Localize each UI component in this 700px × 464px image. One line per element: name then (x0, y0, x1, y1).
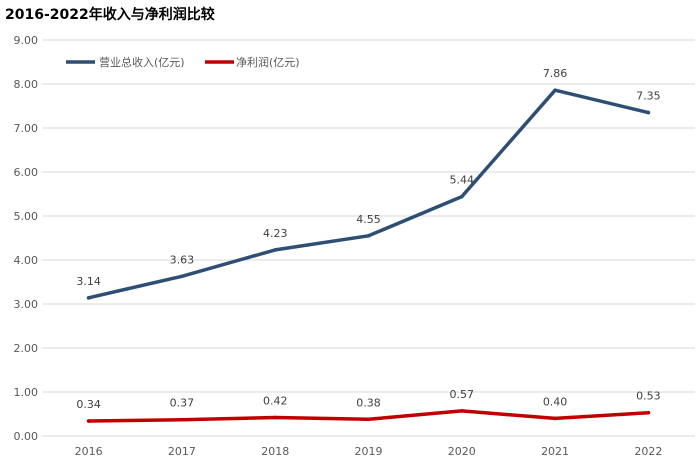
data-label-revenue: 4.23 (263, 227, 288, 240)
x-tick-label: 2017 (168, 445, 196, 458)
y-tick-label: 9.00 (14, 34, 39, 47)
data-point-net-profit (273, 415, 278, 420)
x-axis-ticks: 2016 2017 2018 2019 2020 2021 2022 (75, 445, 663, 458)
data-label-revenue: 7.86 (543, 67, 568, 80)
x-tick-label: 2022 (634, 445, 662, 458)
data-label-net-profit: 0.57 (450, 388, 475, 401)
data-point-net-profit (553, 416, 557, 421)
data-point-revenue (459, 194, 464, 199)
data-point-net-profit (180, 417, 184, 422)
data-label-net-profit: 0.53 (636, 390, 661, 403)
y-tick-label: 1.00 (14, 386, 39, 399)
data-point-revenue (646, 110, 651, 115)
data-label-net-profit: 0.37 (170, 397, 195, 410)
y-tick-label: 4.00 (14, 254, 39, 267)
y-tick-label: 8.00 (14, 78, 39, 91)
data-label-revenue: 3.63 (170, 253, 195, 266)
data-label-revenue: 4.55 (356, 213, 381, 226)
grid (42, 39, 695, 437)
data-label-revenue: 3.14 (76, 275, 101, 288)
legend: 营业总收入(亿元) 净利润(亿元) (66, 55, 300, 69)
data-point-revenue (366, 234, 371, 238)
x-tick-label: 2019 (355, 445, 383, 458)
x-tick-label: 2021 (541, 445, 569, 458)
data-point-revenue (86, 296, 91, 300)
data-label-net-profit: 0.34 (76, 398, 101, 411)
x-tick-label: 2016 (75, 445, 103, 458)
y-tick-label: 6.00 (14, 166, 39, 179)
data-labels: 3.14 3.63 4.23 4.55 5.44 7.86 7.35 0.34 0.37 0.42… (76, 67, 660, 411)
y-tick-label: 2.00 (14, 342, 39, 355)
series-lines (86, 88, 651, 423)
y-axis-ticks: 0.00 1.00 2.00 3.00 4.00 5.00 6.00 7.00 8.00 9.00 (14, 34, 39, 443)
data-point-net-profit (86, 419, 91, 423)
data-point-revenue (273, 248, 278, 252)
data-point-net-profit (366, 417, 371, 422)
y-tick-label: 7.00 (14, 122, 39, 135)
data-point-net-profit (459, 409, 464, 413)
data-label-revenue: 7.35 (636, 90, 661, 103)
chart-title: 2016-2022年收入与净利润比较 (5, 6, 215, 23)
data-point-revenue (553, 88, 557, 92)
data-label-net-profit: 0.38 (356, 396, 381, 409)
y-tick-label: 0.00 (14, 430, 39, 443)
series-line-revenue (86, 88, 651, 300)
data-label-revenue: 5.44 (450, 174, 475, 187)
legend-label-net-profit: 净利润(亿元) (236, 55, 300, 69)
data-point-net-profit (646, 410, 651, 415)
data-label-net-profit: 0.42 (263, 395, 288, 408)
data-label-net-profit: 0.40 (543, 395, 568, 408)
y-tick-label: 3.00 (14, 298, 39, 311)
legend-label-revenue: 营业总收入(亿元) (99, 55, 185, 69)
x-tick-label: 2018 (261, 445, 289, 458)
data-point-revenue (180, 274, 184, 279)
y-tick-label: 5.00 (14, 210, 39, 223)
x-tick-label: 2020 (448, 445, 476, 458)
